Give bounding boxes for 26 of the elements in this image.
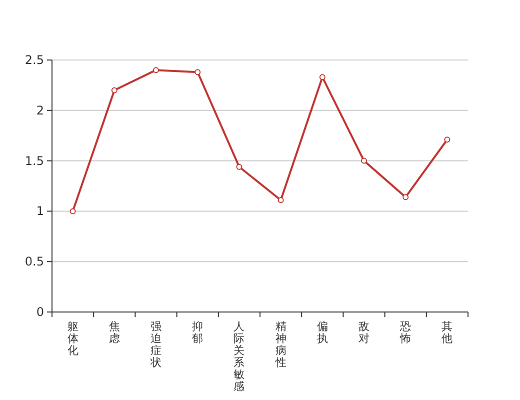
point bbox=[319, 74, 326, 80]
point bbox=[361, 158, 367, 164]
y-tick-label: 0.5 bbox=[24, 254, 44, 269]
y-tick-label: 0 bbox=[36, 305, 44, 319]
x-tick-label: 精神病性 bbox=[274, 320, 286, 369]
x-tick-label: 其他 bbox=[442, 320, 453, 345]
x-tick-label: 偏执 bbox=[316, 320, 328, 345]
y-tick-label: 2.5 bbox=[24, 53, 44, 67]
point bbox=[444, 136, 450, 143]
x-tick-label: 恐怖 bbox=[399, 320, 412, 345]
x-tick-label: 抑郁 bbox=[192, 320, 204, 345]
x-tick-label: 躯体化 bbox=[67, 320, 78, 357]
point bbox=[278, 197, 284, 204]
point bbox=[111, 87, 118, 94]
x-tick-label: 敌对 bbox=[358, 320, 370, 345]
point bbox=[153, 67, 159, 74]
point bbox=[70, 208, 76, 214]
y-tick-label: 1.5 bbox=[24, 154, 44, 168]
x-tick-label: 人际关系敏感 bbox=[234, 320, 245, 393]
point bbox=[402, 194, 409, 200]
point bbox=[236, 164, 242, 170]
point bbox=[194, 69, 201, 76]
x-tick-label: 焦虑 bbox=[108, 320, 120, 345]
y-tick-label: 2 bbox=[36, 103, 44, 118]
y-tick-label: 1 bbox=[36, 204, 44, 218]
x-tick-label: 强迫症状 bbox=[150, 320, 162, 369]
